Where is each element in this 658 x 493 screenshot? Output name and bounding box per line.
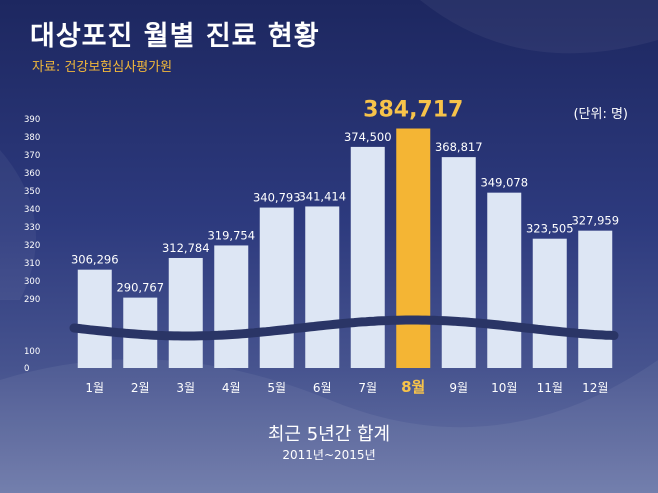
- bar: [214, 245, 249, 368]
- axis-break-wave: [69, 315, 619, 341]
- x-tick-label: 3월: [176, 381, 195, 395]
- data-label: 340,793: [253, 191, 301, 205]
- y-tick-label: 330: [24, 223, 40, 233]
- bar: [305, 206, 340, 368]
- y-tick-label: 290: [24, 295, 40, 305]
- bar: [259, 207, 294, 368]
- bar: [77, 269, 112, 368]
- y-tick-label: 380: [24, 133, 40, 143]
- x-tick-label: 7월: [358, 381, 377, 395]
- y-tick-label: 360: [24, 169, 40, 179]
- data-label: 349,078: [480, 176, 528, 190]
- bar: [350, 146, 385, 368]
- x-tick-label: 1월: [85, 381, 104, 395]
- data-label: 319,754: [207, 228, 255, 242]
- y-tick-label: 320: [24, 241, 40, 251]
- x-tick-label: 12월: [582, 381, 608, 395]
- data-label: 341,414: [298, 189, 346, 203]
- y-tick-label: 370: [24, 151, 40, 161]
- data-label: 306,296: [71, 253, 119, 267]
- x-tick-label: 5월: [267, 381, 286, 395]
- y-tick-label: 0: [24, 364, 29, 374]
- y-tick-label: 100: [24, 347, 40, 357]
- bar: [441, 157, 476, 368]
- source-note: 자료: 건강보험심사평가원: [32, 60, 173, 75]
- bar: [168, 257, 203, 368]
- x-tick-label: 9월: [449, 381, 468, 395]
- data-label: 312,784: [162, 241, 210, 255]
- bar-chart: 0 100 290 300 310 320 330 340 350 360 370 380 390 306…: [24, 97, 619, 396]
- x-tick-label: 11월: [537, 381, 563, 395]
- y-tick-label: 340: [24, 205, 40, 215]
- y-tick-label: 310: [24, 259, 40, 269]
- data-label-highlight: 384,717: [363, 98, 463, 123]
- data-label: 374,500: [344, 130, 392, 144]
- bar-highlight: [396, 128, 431, 368]
- x-tick-label: 6월: [313, 381, 332, 395]
- x-tick-label: 2월: [131, 381, 150, 395]
- bar: [578, 230, 613, 368]
- caption-main: 최근 5년간 합계: [267, 424, 391, 445]
- data-label: 323,505: [526, 222, 574, 236]
- unit-label: (단위: 명): [573, 107, 628, 122]
- x-tick-label: 4월: [222, 381, 241, 395]
- y-tick-label: 390: [24, 115, 40, 125]
- y-tick-label: 350: [24, 187, 40, 197]
- bar: [487, 192, 522, 368]
- bar: [532, 238, 567, 368]
- x-tick-label: 10월: [491, 381, 517, 395]
- data-label: 368,817: [435, 140, 483, 154]
- y-tick-label: 300: [24, 277, 40, 287]
- data-label: 290,767: [116, 281, 164, 295]
- x-tick-label-highlight: 8월: [401, 378, 425, 396]
- caption-sub: 2011년~2015년: [282, 448, 376, 462]
- data-label: 327,959: [571, 214, 619, 228]
- page-title: 대상포진 월별 진료 현황: [30, 21, 320, 52]
